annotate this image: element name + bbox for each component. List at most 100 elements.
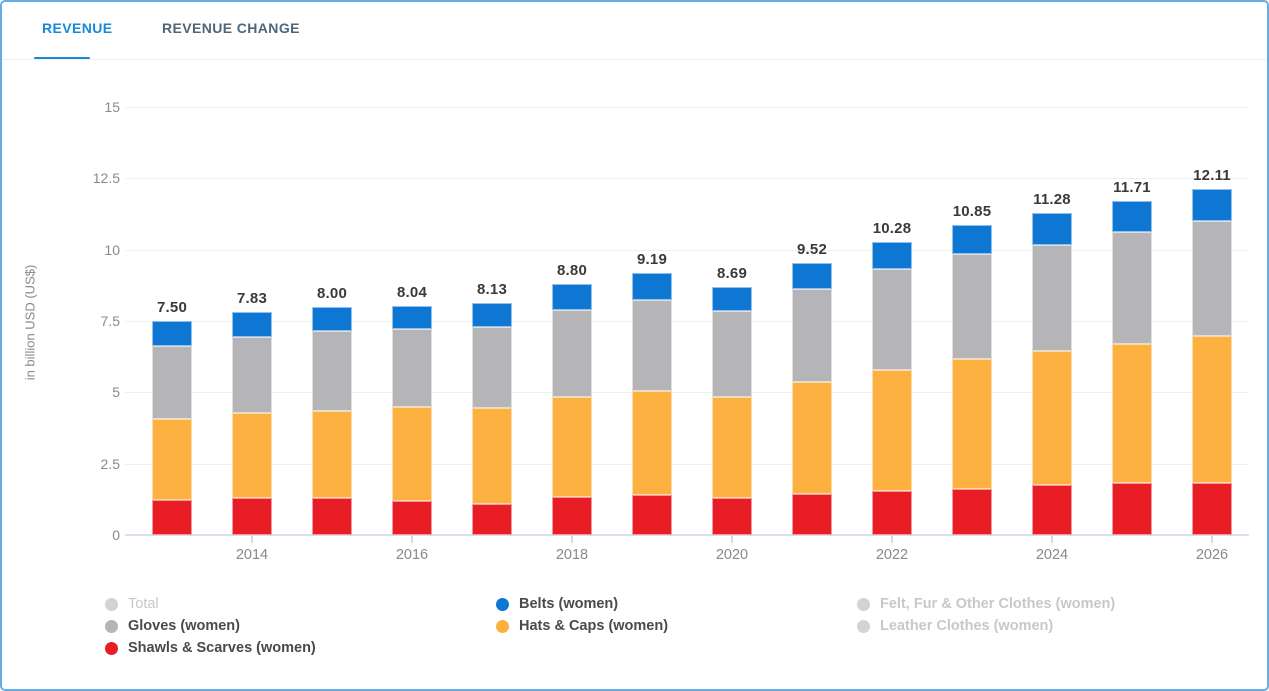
bar-segment-gloves-women[interactable] [1032, 244, 1072, 352]
legend-item-belts-women[interactable]: Belts (women) [496, 593, 668, 615]
bar-segment-hats-caps-women[interactable] [872, 369, 912, 492]
bar-segment-gloves-women[interactable] [312, 331, 352, 411]
y-tick-label: 15 [104, 99, 120, 115]
bar-segment-hats-caps-women[interactable] [472, 408, 512, 504]
bar-segment-hats-caps-women[interactable] [792, 382, 832, 495]
bar-group-2025[interactable]: 11.71 [1092, 107, 1172, 535]
x-tick-label: 2020 [715, 547, 749, 563]
bar-segment-hats-caps-women[interactable] [712, 397, 752, 498]
bar-segment-hats-caps-women[interactable] [1112, 343, 1152, 484]
legend-label: Belts (women) [519, 596, 619, 612]
bar-segment-gloves-women[interactable] [792, 289, 832, 383]
bar-group-2018[interactable]: 8.80 [532, 107, 612, 535]
bar-group-2022[interactable]: 10.28 [852, 107, 932, 535]
bar-group-2016[interactable]: 8.04 [372, 107, 452, 535]
gridline [125, 107, 1249, 108]
legend-swatch-icon [496, 619, 509, 633]
bar-segment-shawls-scarves-women[interactable] [232, 497, 272, 535]
bar-group-2026[interactable]: 12.11 [1172, 107, 1252, 535]
bar-segment-shawls-scarves-women[interactable] [632, 495, 672, 535]
x-slot-2020: 2020 [692, 535, 772, 571]
bar-segment-belts-women[interactable] [1192, 189, 1232, 221]
x-axis-ticks: 2014 2016 2018 2020 2022 2024 2026 [132, 535, 1252, 571]
bar-segment-shawls-scarves-women[interactable] [312, 498, 352, 535]
x-axis-line [125, 534, 1249, 536]
bar-segment-belts-women[interactable] [312, 306, 352, 332]
bar-segment-shawls-scarves-women[interactable] [792, 494, 832, 535]
bar-group-2015[interactable]: 8.00 [292, 107, 372, 535]
bar-segment-gloves-women[interactable] [152, 345, 192, 420]
bar-segment-belts-women[interactable] [1112, 200, 1152, 232]
bar-segment-hats-caps-women[interactable] [1192, 336, 1232, 483]
bar-group-2020[interactable]: 8.69 [692, 107, 772, 535]
bar-segment-belts-women[interactable] [872, 241, 912, 270]
bar-group-2021[interactable]: 9.52 [772, 107, 852, 535]
bar-segment-hats-caps-women[interactable] [1032, 351, 1072, 485]
bar-segment-gloves-women[interactable] [952, 253, 992, 359]
bar-segment-belts-women[interactable] [552, 283, 592, 311]
x-slot-2017 [452, 535, 532, 571]
bar-group-2014[interactable]: 7.83 [212, 107, 292, 535]
bar-segment-shawls-scarves-women[interactable] [712, 497, 752, 535]
bar-segment-hats-caps-women[interactable] [392, 407, 432, 501]
legend-item-total[interactable]: Total [105, 593, 316, 615]
bar-segment-belts-women[interactable] [472, 303, 512, 328]
y-axis-title: in billion USD (US$) [22, 264, 38, 381]
legend-column: Belts (women) Hats & Caps (women) [496, 593, 668, 637]
bar-segment-belts-women[interactable] [632, 272, 672, 300]
bar-segment-belts-women[interactable] [1032, 213, 1072, 245]
bar-segment-gloves-women[interactable] [872, 269, 912, 370]
active-tab-underline [34, 57, 90, 60]
bar-segment-gloves-women[interactable] [232, 336, 272, 414]
bar-segment-gloves-women[interactable] [712, 311, 752, 398]
bar-segment-hats-caps-women[interactable] [952, 358, 992, 490]
bar-segment-gloves-women[interactable] [392, 329, 432, 408]
bar-segment-gloves-women[interactable] [632, 299, 672, 391]
bar-segment-hats-caps-women[interactable] [632, 390, 672, 496]
bar-segment-hats-caps-women[interactable] [152, 419, 192, 500]
gridline [125, 249, 1249, 251]
bar-segment-shawls-scarves-women[interactable] [472, 503, 512, 535]
bar-segment-belts-women[interactable] [232, 311, 272, 337]
bar-segment-shawls-scarves-women[interactable] [872, 491, 912, 535]
bar-segment-shawls-scarves-women[interactable] [1032, 484, 1072, 535]
x-slot-2021 [772, 535, 852, 571]
bar-segment-gloves-women[interactable] [552, 310, 592, 397]
tab-revenue[interactable]: REVENUE [42, 20, 113, 36]
bar-group-2019[interactable]: 9.19 [612, 107, 692, 535]
x-tick-mark [1211, 535, 1213, 543]
legend-item-shawls-scarves-women[interactable]: Shawls & Scarves (women) [105, 637, 316, 659]
y-tick-label: 7.5 [100, 313, 120, 329]
bar-segment-gloves-women[interactable] [472, 327, 512, 409]
tab-revenue-change[interactable]: REVENUE CHANGE [162, 20, 300, 36]
x-tick-mark [731, 535, 733, 543]
legend-item-leather-clothes-women[interactable]: Leather Clothes (women) [857, 615, 1115, 637]
legend-label: Leather Clothes (women) [880, 618, 1054, 634]
legend-item-felt-fur-other-clothes-women[interactable]: Felt, Fur & Other Clothes (women) [857, 593, 1115, 615]
bar-segment-gloves-women[interactable] [1112, 231, 1152, 344]
bar-group-2024[interactable]: 11.28 [1012, 107, 1092, 535]
bar-group-2013[interactable]: 7.50 [132, 107, 212, 535]
bar-segment-shawls-scarves-women[interactable] [952, 489, 992, 535]
bar-segment-belts-women[interactable] [152, 321, 192, 346]
bar-segment-hats-caps-women[interactable] [552, 396, 592, 497]
x-tick-label: 2022 [875, 547, 909, 563]
bar-segment-hats-caps-women[interactable] [312, 410, 352, 499]
legend-item-hats-caps-women[interactable]: Hats & Caps (women) [496, 615, 668, 637]
bar-group-2023[interactable]: 10.85 [932, 107, 1012, 535]
bar-segment-belts-women[interactable] [952, 225, 992, 254]
legend-item-gloves-women[interactable]: Gloves (women) [105, 615, 316, 637]
bar-segment-shawls-scarves-women[interactable] [392, 500, 432, 535]
bar-segment-belts-women[interactable] [792, 263, 832, 290]
bar-segment-shawls-scarves-women[interactable] [152, 499, 192, 535]
x-slot-2024: 2024 [1012, 535, 1092, 571]
bar-group-2017[interactable]: 8.13 [452, 107, 532, 535]
bar-segment-hats-caps-women[interactable] [232, 413, 272, 498]
bar-segment-belts-women[interactable] [712, 287, 752, 312]
x-tick-label: 2024 [1035, 547, 1069, 563]
bar-segment-belts-women[interactable] [392, 305, 432, 330]
bar-segment-shawls-scarves-women[interactable] [552, 496, 592, 535]
bar-segment-shawls-scarves-women[interactable] [1112, 483, 1152, 535]
bar-segment-gloves-women[interactable] [1192, 220, 1232, 337]
bar-segment-shawls-scarves-women[interactable] [1192, 482, 1232, 535]
